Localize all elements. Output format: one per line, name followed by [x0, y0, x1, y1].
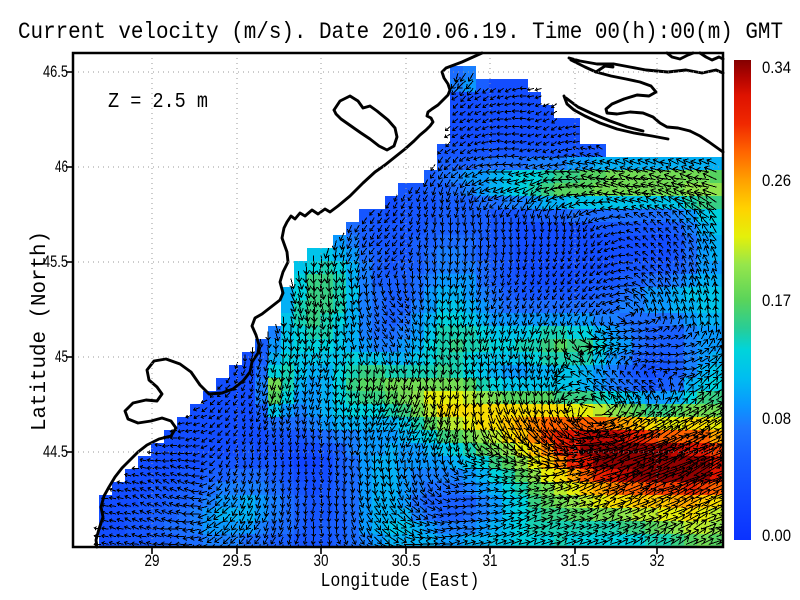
svg-text:0.00: 0.00 — [762, 526, 791, 545]
svg-text:0.17: 0.17 — [762, 291, 791, 310]
svg-text:46.5: 46.5 — [43, 62, 68, 81]
svg-text:29.5: 29.5 — [223, 551, 252, 570]
svg-text:Longitude (East): Longitude (East) — [321, 570, 480, 592]
svg-text:31.5: 31.5 — [561, 551, 590, 570]
svg-text:45: 45 — [55, 347, 68, 366]
svg-text:44.5: 44.5 — [43, 442, 68, 461]
svg-text:30: 30 — [314, 551, 329, 570]
svg-text:0.08: 0.08 — [762, 409, 791, 428]
svg-text:Latitude (North): Latitude (North) — [29, 231, 52, 431]
svg-text:0.26: 0.26 — [762, 171, 791, 190]
svg-text:31: 31 — [483, 551, 498, 570]
svg-text:30.5: 30.5 — [392, 551, 421, 570]
svg-text:45.5: 45.5 — [43, 252, 68, 271]
svg-text:46: 46 — [55, 157, 68, 176]
svg-text:Current velocity (m/s). Date 2: Current velocity (m/s). Date 2010.06.19.… — [18, 19, 783, 45]
svg-text:29: 29 — [145, 551, 160, 570]
svg-text:32: 32 — [650, 551, 665, 570]
svg-text:0.34: 0.34 — [762, 58, 791, 77]
svg-text:Z = 2.5 m: Z = 2.5 m — [108, 91, 208, 114]
